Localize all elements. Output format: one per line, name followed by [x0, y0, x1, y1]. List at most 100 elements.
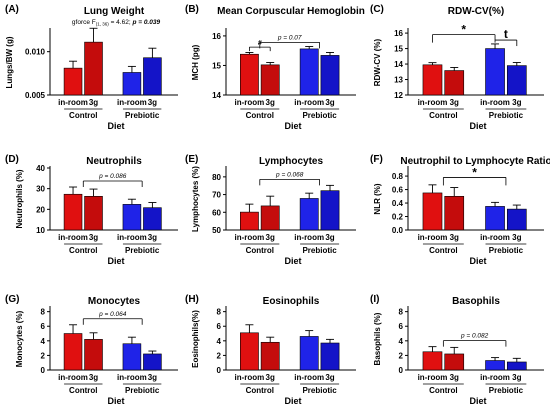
y-tick-label: 70 — [212, 191, 221, 200]
sig-marker: * — [472, 165, 477, 179]
y-tick-label: 12 — [394, 91, 403, 100]
x-tick-label: in-room — [235, 373, 265, 382]
y-tick-label: 10 — [36, 226, 45, 235]
panel-h: (H) Eosinophils 0 2 4 6 8 Eosinophils(%) in-room… — [185, 294, 356, 406]
bar — [240, 211, 259, 231]
panel-f: (F) Neutrophil to Lymphocyte Ratio 0.0 0.2 0… — [370, 154, 550, 266]
bar — [485, 206, 505, 231]
x-tick-label: 3g — [266, 233, 275, 242]
y-tick-label: 60 — [212, 208, 221, 217]
bar — [260, 205, 280, 231]
y-tick-label: 6 — [399, 322, 404, 331]
bar — [320, 190, 340, 231]
panel-d: (D) Neutrophils 10 20 30 40 Neutrophils (%) in-… — [5, 154, 178, 266]
x-tick-label: in-room — [58, 373, 88, 382]
panel-letter: (G) — [5, 294, 19, 305]
panel-title: Basophils — [452, 296, 500, 307]
x-tick-label: 3g — [325, 233, 334, 242]
x-axis-title: Diet — [107, 396, 124, 406]
x-tick-label: 3g — [266, 373, 275, 382]
x-tick-label: in-room — [418, 98, 448, 107]
p-value: p = 0.086 — [98, 173, 127, 180]
y-tick-label: 0.4 — [392, 199, 404, 208]
y-tick-label: 0.005 — [25, 91, 46, 100]
y-axis-label: Basophils (%) — [373, 312, 382, 365]
y-axis-label: Lymphocytes (%) — [191, 166, 200, 232]
group-label: Prebiotic — [302, 386, 337, 395]
x-axis-title: Diet — [284, 256, 301, 266]
stat-annotation: gforce F(1, 36) = 4.62; p = 0.039 — [72, 19, 161, 27]
panel-letter: (E) — [185, 154, 198, 165]
y-axis-label: Lungs/BW (g) — [5, 36, 14, 88]
sig-marker: t — [504, 27, 508, 41]
x-tick-label: 3g — [450, 373, 459, 382]
group-label: Control — [429, 111, 457, 120]
bar — [299, 336, 319, 371]
y-axis-label: Monocytes (%) — [15, 310, 24, 367]
x-tick-label: 3g — [89, 373, 98, 382]
bar — [299, 48, 319, 96]
bar — [506, 361, 527, 371]
panel-title: Neutrophil to Lymphocyte Ratio — [400, 156, 550, 167]
panel-letter: (C) — [370, 4, 384, 15]
y-tick-label: 0.8 — [392, 172, 404, 181]
bar — [240, 53, 259, 96]
group-label: Control — [429, 246, 457, 255]
y-tick-label: 8 — [399, 308, 404, 317]
y-tick-label: 0 — [399, 366, 404, 375]
bar — [84, 41, 103, 96]
y-tick-label: 13 — [394, 76, 403, 85]
x-tick-label: 3g — [450, 98, 459, 107]
group-label: Control — [246, 386, 274, 395]
group-label: Control — [246, 111, 274, 120]
bar — [485, 360, 505, 371]
panel-title: Neutrophils — [86, 156, 142, 167]
y-tick-label: 14 — [394, 60, 403, 69]
x-tick-label: in-room — [117, 233, 147, 242]
bar — [143, 57, 162, 96]
y-tick-label: 2 — [399, 351, 404, 360]
y-tick-label: 80 — [212, 173, 221, 182]
bar — [320, 55, 340, 96]
y-tick-label: 50 — [212, 226, 221, 235]
y-tick-label: 2 — [217, 351, 222, 360]
y-tick-label: 14 — [212, 91, 221, 100]
bar — [143, 353, 162, 371]
bar — [506, 65, 527, 96]
y-tick-label: 20 — [36, 205, 45, 214]
group-label: Prebiotic — [302, 246, 337, 255]
panel-letter: (B) — [185, 4, 199, 15]
x-tick-label: in-room — [117, 98, 147, 107]
x-tick-label: 3g — [148, 233, 157, 242]
x-tick-label: 3g — [450, 233, 459, 242]
x-tick-label: in-room — [58, 233, 88, 242]
bar — [240, 332, 259, 371]
group-label: Prebiotic — [125, 386, 160, 395]
bar — [122, 204, 142, 231]
panel-a: (A) Lung Weight 0.005 0.010 Lungs/BW (g) in-r… — [5, 4, 178, 131]
bar — [122, 343, 142, 371]
x-tick-label: 3g — [512, 373, 521, 382]
y-tick-label: 16 — [394, 29, 403, 38]
x-axis-title: Diet — [107, 121, 124, 131]
x-tick-label: in-room — [480, 233, 510, 242]
y-tick-label: 4 — [217, 337, 222, 346]
panel-title: RDW-CV(%) — [448, 6, 504, 17]
bar — [299, 198, 319, 231]
x-tick-label: in-room — [58, 98, 88, 107]
x-tick-label: in-room — [480, 373, 510, 382]
group-label: Control — [429, 386, 457, 395]
bar — [422, 64, 443, 96]
x-tick-label: 3g — [148, 373, 157, 382]
bar — [422, 192, 443, 231]
group-label: Prebiotic — [489, 246, 524, 255]
bar — [444, 353, 465, 371]
panel-title: Lung Weight — [84, 6, 145, 17]
x-tick-label: in-room — [294, 98, 324, 107]
bar — [143, 207, 162, 231]
p-value: p = 0.082 — [460, 333, 489, 340]
x-tick-label: 3g — [325, 373, 334, 382]
panel-e: (E) Lymphocytes 50 60 70 80 Lymphocytes (%) in-… — [185, 154, 356, 266]
